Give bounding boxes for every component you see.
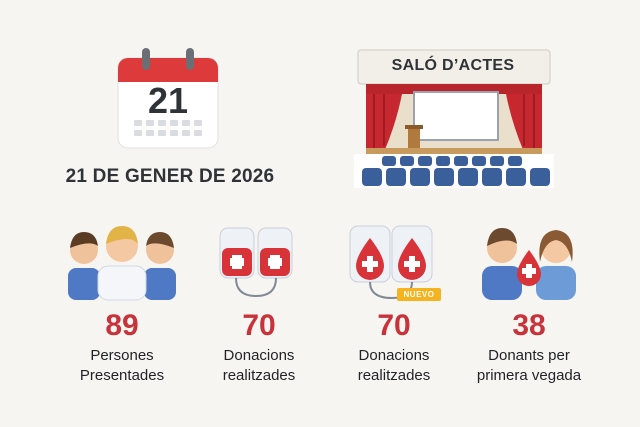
stat-label-donations-new: Donacions realitzades [319,346,469,386]
stat-label-line: Donants per [488,347,570,364]
stat-value-first-time: 38 [512,309,546,342]
stat-label-line: realitzades [357,367,431,384]
stat-label-line: Donacions [358,347,430,364]
stat-label-presented: Persones Presentades [47,346,197,386]
stat-label-line: realitzades [222,367,296,384]
stat-value-presented: 89 [105,309,139,342]
stat-label-line: Presentades [79,367,165,384]
first-time-donors-icon [482,228,576,300]
people-group-icon [68,226,176,301]
stat-value-donations: 70 [242,309,276,342]
stat-label-line: Persones [90,347,154,364]
blood-bags-new-icon [349,225,433,300]
event-date: 21 DE GENER DE 2026 [65,166,275,187]
stat-label-line: Donacions [223,347,295,364]
auditorium-icon [354,49,554,188]
stat-label-first-time: Donants per primera vegada [454,346,604,386]
stat-value-donations-new: 70 [377,309,411,342]
stat-label-donations: Donacions realitzades [184,346,334,386]
blood-bags-icon [219,227,293,298]
calendar-icon [117,48,219,149]
new-badge: NUEVO [397,288,441,301]
venue-label: SALÓ D’ACTES [391,57,515,74]
calendar-day: 21 [147,80,189,121]
stat-label-line: primera vegada [476,367,582,384]
